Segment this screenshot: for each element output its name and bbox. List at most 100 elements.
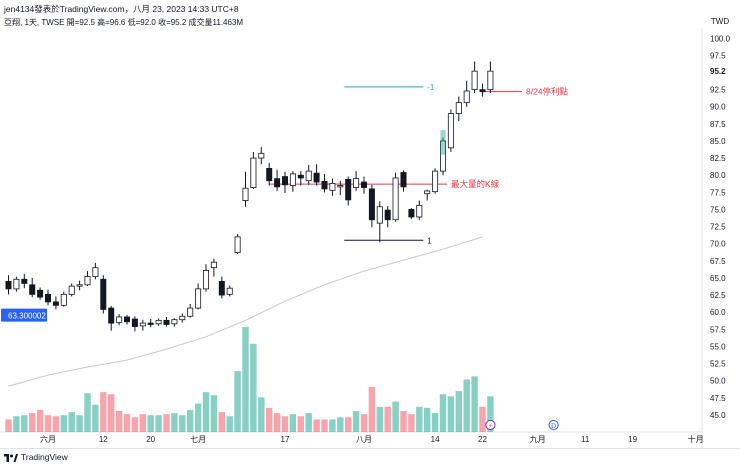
volume-bar xyxy=(416,406,423,432)
volume-bar xyxy=(250,343,257,432)
candle-up xyxy=(202,269,209,290)
candle-up xyxy=(210,261,217,269)
y-tick-label: 92.5 xyxy=(710,86,726,95)
y-tick-label: 100.0 xyxy=(710,34,731,43)
y-tick-label: 70.0 xyxy=(710,240,726,249)
y-tick-label: 97.5 xyxy=(710,51,726,60)
candle-up xyxy=(376,206,383,224)
candle-down xyxy=(360,181,367,188)
volume-bar xyxy=(431,413,439,432)
event-marker xyxy=(485,419,496,431)
y-tick-label: 47.5 xyxy=(710,394,726,403)
volume-bar xyxy=(210,395,218,432)
annotation-label: -1 xyxy=(427,83,435,92)
volume-bar xyxy=(289,414,297,432)
publish-title: jen4134發表於TradingView.com，八月 23, 2023 14… xyxy=(4,4,239,14)
volume-bar xyxy=(29,413,36,432)
volume-bar xyxy=(305,413,312,432)
x-tick-label: 九月 xyxy=(530,435,546,444)
volume-bar xyxy=(60,415,67,432)
volume-bar xyxy=(455,391,462,432)
volume-bar xyxy=(13,416,20,432)
volume-bar xyxy=(147,415,154,432)
candle-down xyxy=(479,89,486,93)
candle-up xyxy=(471,70,478,91)
volume-bar xyxy=(297,416,304,432)
volume-bar xyxy=(155,415,162,432)
candle-down xyxy=(21,278,28,284)
candle-down xyxy=(29,284,36,295)
x-tick-label: 20 xyxy=(146,435,155,444)
volume-bar xyxy=(21,415,28,432)
y-tick-label: 67.5 xyxy=(710,257,726,266)
x-tick-label: 19 xyxy=(628,435,637,444)
y-tick-label: 77.5 xyxy=(710,188,726,197)
volume-bar xyxy=(242,327,249,432)
y-tick-label: 82.5 xyxy=(710,154,726,163)
y-tick-label: 75.0 xyxy=(710,205,726,214)
candle-up xyxy=(234,236,241,253)
candle-up xyxy=(289,173,296,186)
price-tag-label: 63.300002 xyxy=(8,312,46,321)
y-tick-label: 80.0 xyxy=(710,171,726,180)
volume-bar xyxy=(234,371,241,432)
y-tick-label: 72.5 xyxy=(710,223,726,232)
x-tick-label: 十月 xyxy=(688,434,704,444)
candle-up xyxy=(487,70,494,91)
volume-bar xyxy=(68,412,75,432)
candle-down xyxy=(297,174,304,179)
event-marker-label: D xyxy=(551,422,556,430)
volume-bar xyxy=(187,409,194,432)
volume-bar xyxy=(471,376,478,432)
volume-bar xyxy=(92,404,99,432)
y-tick-label: 60.0 xyxy=(710,308,726,317)
x-tick-label: 17 xyxy=(281,435,290,444)
y-tick-label: 50.0 xyxy=(710,377,726,386)
candle-down xyxy=(45,293,52,303)
volume-bar xyxy=(392,401,399,432)
candle-down xyxy=(368,188,375,221)
candle-down xyxy=(163,319,170,325)
x-tick-label: 12 xyxy=(99,435,108,444)
volume-bar xyxy=(100,392,107,432)
candle-up xyxy=(258,152,265,159)
volume-bar xyxy=(171,413,178,432)
volume-bar xyxy=(439,394,447,432)
x-tick-label: 八月 xyxy=(356,435,372,444)
candle-down xyxy=(147,322,154,325)
tradingview-logo[interactable]: TradingView xyxy=(4,452,68,462)
candle-up xyxy=(187,307,194,317)
currency-label: TWD xyxy=(710,17,730,26)
y-tick-label: 45.0 xyxy=(710,411,726,420)
candle-up xyxy=(337,185,344,188)
volume-bar xyxy=(281,416,289,432)
candle-up xyxy=(432,170,439,193)
candle-up xyxy=(76,284,83,287)
candle-down xyxy=(281,176,288,186)
volume-bar xyxy=(108,394,115,432)
volume-bar xyxy=(487,396,494,432)
y-tick-label: 62.5 xyxy=(710,291,726,300)
y-tick-label: 85.0 xyxy=(710,137,726,146)
candle-up xyxy=(439,140,446,172)
annotation-label: 8/24停利點 xyxy=(526,87,569,97)
symbol-info: 亞翔, 1天, TWSE 開=92.5 高=96.6 低=92.0 收=95.2… xyxy=(4,18,244,27)
y-tick-label: 52.5 xyxy=(710,360,726,369)
candle-up xyxy=(155,319,162,325)
annotation-label: 最大量的K線 xyxy=(451,179,500,189)
candle-up xyxy=(305,170,312,182)
candle-up xyxy=(463,90,470,104)
candle-up xyxy=(13,278,20,290)
candle-up xyxy=(329,183,336,191)
volume-bar xyxy=(424,407,431,432)
y-tick-label: 55.0 xyxy=(710,342,726,351)
event-marker xyxy=(548,419,559,431)
volume-bar xyxy=(84,393,91,432)
candle-down xyxy=(345,178,352,201)
volume-bar xyxy=(273,413,281,432)
candle-down xyxy=(218,280,225,296)
candle-down xyxy=(100,278,107,310)
volume-bar xyxy=(44,415,52,432)
moving-average-line xyxy=(8,236,483,387)
